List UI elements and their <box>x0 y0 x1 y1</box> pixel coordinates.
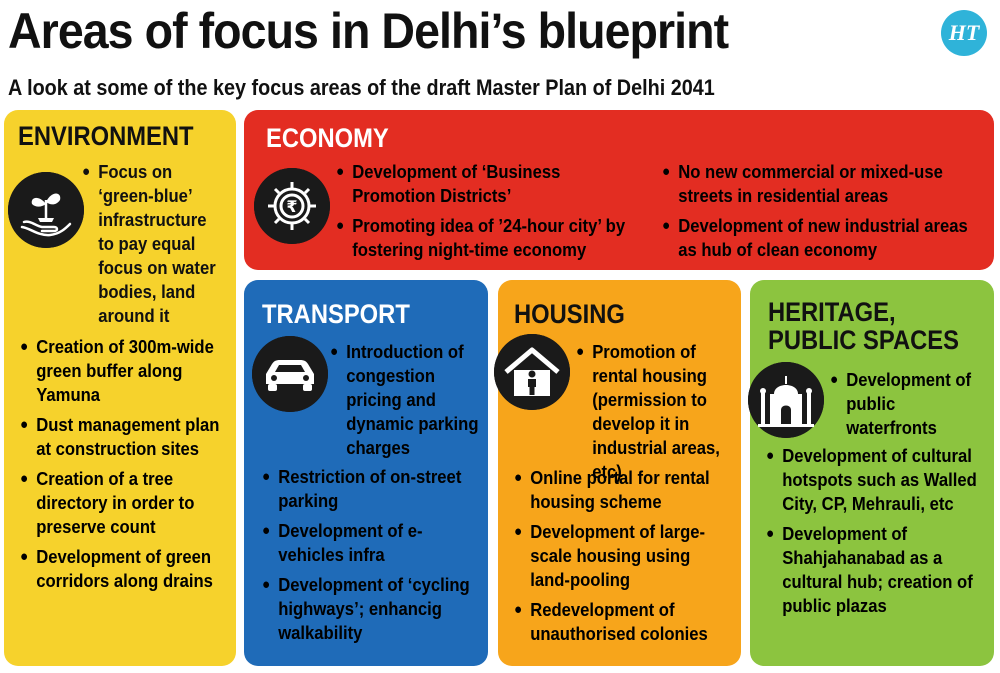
page-title: Areas of focus in Delhi’s blueprint <box>8 3 729 59</box>
economy-heading: ECONOMY <box>266 123 389 153</box>
heritage-item-1: Development of public waterfronts <box>830 368 983 446</box>
heritage-list: Development of cultural hotspots such as… <box>766 444 991 624</box>
monument-icon <box>748 362 824 438</box>
plant-in-hand-icon <box>8 172 84 248</box>
rupee-gear-icon: ₹ <box>254 168 330 244</box>
economy-list-left: Development of ‘Business Promotion Distr… <box>336 160 642 268</box>
transport-item-1: Introduction of congestion pricing and d… <box>330 340 483 466</box>
list-item: Dust management plan at construction sit… <box>20 413 220 461</box>
transport-list: Restriction of on-street parking Develop… <box>262 465 478 651</box>
environment-item-1: Focus on ‘green-blue’ infrastructure to … <box>82 160 217 334</box>
list-item: Development of cultural hotspots such as… <box>766 444 991 516</box>
list-item: Development of new industrial areas as h… <box>662 214 979 262</box>
car-icon <box>252 336 328 412</box>
list-item: Development of ‘cycling highways’; enhan… <box>262 573 478 645</box>
list-item: Development of green corridors along dra… <box>20 545 220 593</box>
heritage-heading-line2: PUBLIC SPACES <box>768 325 959 355</box>
list-item: Development of e-vehicles infra <box>262 519 478 567</box>
list-item: Promoting idea of ’24-hour city’ by fost… <box>336 214 642 262</box>
list-item: Online portal for rental housing scheme <box>514 466 730 514</box>
transport-heading: TRANSPORT <box>262 299 410 329</box>
list-item: Creation of 300m-wide green buffer along… <box>20 335 220 407</box>
environment-list: Creation of 300m-wide green buffer along… <box>20 335 220 599</box>
page-subtitle: A look at some of the key focus areas of… <box>8 75 715 100</box>
list-item: Introduction of congestion pricing and d… <box>330 340 483 460</box>
list-item: Promotion of rental housing (permission … <box>576 340 738 484</box>
list-item: Development of large-scale housing using… <box>514 520 730 592</box>
housing-list: Online portal for rental housing scheme … <box>514 466 730 652</box>
list-item: Development of public waterfronts <box>830 368 983 440</box>
ht-logo: HT <box>941 10 987 56</box>
list-item: Creation of a tree directory in order to… <box>20 467 220 539</box>
housing-heading: HOUSING <box>514 299 625 329</box>
svg-text:₹: ₹ <box>286 197 297 216</box>
economy-list-right: No new commercial or mixed-use streets i… <box>662 160 979 268</box>
list-item: No new commercial or mixed-use streets i… <box>662 160 979 208</box>
list-item: Development of Shahjahanabad as a cultur… <box>766 522 991 618</box>
house-person-icon <box>494 334 570 410</box>
list-item: Development of ‘Business Promotion Distr… <box>336 160 642 208</box>
list-item: Focus on ‘green-blue’ infrastructure to … <box>82 160 217 328</box>
list-item: Restriction of on-street parking <box>262 465 478 513</box>
environment-heading: ENVIRONMENT <box>18 121 194 151</box>
heritage-heading-line1: HERITAGE, <box>768 297 896 327</box>
list-item: Redevelopment of unauthorised colonies <box>514 598 730 646</box>
